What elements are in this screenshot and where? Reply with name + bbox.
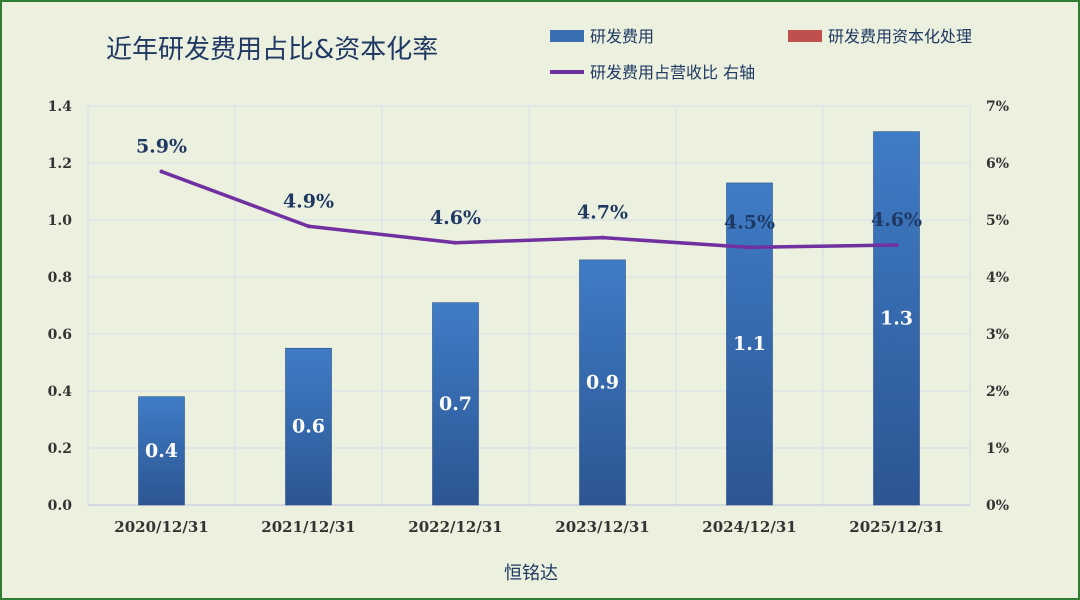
legend-label: 研发费用资本化处理 [828,27,972,46]
y-left-tick-label: 0.8 [48,270,72,286]
line-point [894,243,899,248]
chart-title: 近年研发费用占比&资本化率 [106,35,438,65]
bar-value-label: 0.7 [439,393,472,415]
y-left-tick-label: 1.0 [48,213,73,229]
x-tick-label: 2020/12/31 [114,518,208,536]
y-left-tick-label: 0.4 [48,384,73,400]
line-value-label: 4.6% [430,207,481,229]
bar-series [138,131,920,506]
y-left-tick-label: 0.2 [48,441,72,457]
bar [432,302,479,506]
y-right-tick-label: 2% [986,384,1009,400]
line-value-label: 4.7% [577,202,628,224]
line-value-label: 5.9% [136,136,187,158]
data-labels: 0.4 0.6 0.7 0.9 1.1 1.3 5.9% 4.9% 4.6% 4.7% 4.5% 4.… [136,136,922,462]
line-value-label: 4.5% [724,211,775,233]
grid [87,105,971,506]
y-left-tick-label: 0.6 [48,327,72,343]
line-value-label: 4.6% [871,209,922,231]
x-tick-label: 2021/12/31 [261,518,355,536]
x-tick-label: 2024/12/31 [702,518,796,536]
y-right-tick-label: 3% [986,327,1009,343]
y-left-tick-label: 1.2 [48,156,72,172]
bar [726,182,773,506]
legend-label: 研发费用 [590,27,654,46]
x-axis-label: 恒铭达 [504,563,558,584]
bar-value-label: 1.3 [880,307,913,329]
y-left-tick-label: 0.0 [48,498,73,514]
bar [873,131,920,506]
bar-value-label: 0.9 [586,371,619,393]
x-tick-label: 2022/12/31 [408,518,502,536]
line-point [747,245,752,250]
x-tick-label: 2023/12/31 [555,518,649,536]
line-point [159,169,164,174]
y-right-tick-label: 1% [986,441,1009,457]
y-right-tick-label: 4% [986,270,1009,286]
legend-swatch [788,30,822,42]
line-point [600,235,605,240]
bar [285,347,332,506]
y-right-tick-label: 5% [986,213,1009,229]
y-right-tick-label: 7% [986,99,1009,115]
bar-value-label: 1.1 [733,333,766,355]
line-point [306,224,311,229]
line-value-label: 4.9% [283,190,334,212]
bar-value-label: 0.6 [292,416,325,438]
bar [579,259,626,506]
legend-swatch [550,30,584,42]
bar [138,396,185,506]
line-series [159,169,899,250]
line-path [159,169,899,250]
bar-value-label: 0.4 [145,440,178,462]
x-tick-label: 2025/12/31 [849,518,943,536]
y-right-tick-label: 6% [986,156,1009,172]
y-right-tick-label: 0% [986,498,1009,514]
legend-label: 研发费用占营收比 右轴 [590,63,755,82]
line-point [453,240,458,245]
y-left-tick-label: 1.4 [48,99,73,115]
axes: 0.0 0.2 0.4 0.6 0.8 1.0 1.2 1.4 0% 1% 2% 3% 4% 5% 6% 7%… [48,99,1009,536]
